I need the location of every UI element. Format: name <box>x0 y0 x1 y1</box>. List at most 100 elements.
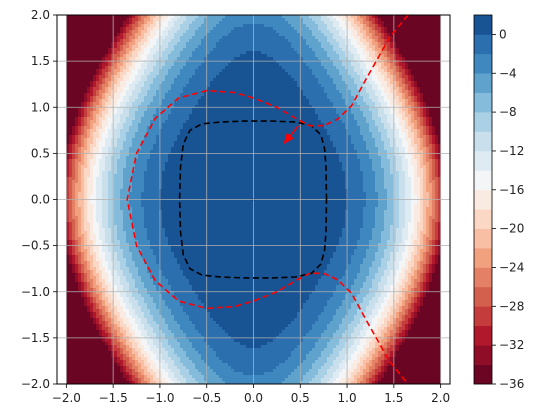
contour-cell <box>114 90 118 94</box>
contour-cell <box>150 144 154 148</box>
contour-cell <box>174 90 178 94</box>
contour-cell <box>84 81 88 85</box>
contour-cell <box>126 102 130 106</box>
contour-cell <box>153 135 157 139</box>
contour-cell <box>78 102 82 106</box>
contour-cell <box>162 186 166 190</box>
contour-cell <box>78 267 82 271</box>
contour-cell <box>165 153 169 157</box>
contour-cell <box>177 69 181 73</box>
contour-cell <box>171 234 175 238</box>
contour-cell <box>123 324 127 328</box>
contour-cell <box>141 207 145 211</box>
contour-cell <box>108 147 112 151</box>
contour-cell <box>75 60 79 64</box>
contour-cell <box>75 306 79 310</box>
contour-cell <box>156 183 160 187</box>
contour-cell <box>66 75 70 79</box>
contour-cell <box>99 264 103 268</box>
contour-cell <box>111 180 115 184</box>
contour-cell <box>162 258 166 262</box>
contour-cell <box>135 378 139 382</box>
contour-cell <box>69 48 73 52</box>
contour-cell <box>174 348 178 352</box>
contour-cell <box>84 69 88 73</box>
contour-cell <box>90 204 94 208</box>
contour-cell <box>90 147 94 151</box>
contour-cell <box>93 354 97 358</box>
contour-cell <box>165 57 169 61</box>
contour-cell <box>150 141 154 145</box>
contour-cell <box>111 243 115 247</box>
contour-cell <box>75 234 79 238</box>
contour-cell <box>150 237 154 241</box>
contour-cell <box>63 33 67 37</box>
contour-cell <box>159 378 163 382</box>
contour-cell <box>99 228 103 232</box>
contour-cell <box>66 144 70 148</box>
contour-cell <box>120 345 124 349</box>
contour-cell <box>84 201 88 205</box>
contour-cell <box>93 324 97 328</box>
contour-cell <box>156 93 160 97</box>
contour-cell <box>60 279 64 283</box>
contour-cell <box>150 219 154 223</box>
contour-cell <box>126 369 130 373</box>
contour-cell <box>123 177 127 181</box>
contour-cell <box>147 285 151 289</box>
contour-cell <box>90 192 94 196</box>
contour-cell <box>96 324 100 328</box>
contour-cell <box>93 351 97 355</box>
contour-cell <box>66 135 70 139</box>
contour-cell <box>78 120 82 124</box>
contour-cell <box>153 366 157 370</box>
contour-cell <box>120 315 124 319</box>
contour-cell <box>105 87 109 91</box>
contour-cell <box>72 342 76 346</box>
contour-cell <box>135 333 139 337</box>
contour-cell <box>87 147 91 151</box>
contour-cell <box>138 357 142 361</box>
contour-cell <box>165 189 169 193</box>
contour-cell <box>66 168 70 172</box>
contour-cell <box>153 102 157 106</box>
contour-cell <box>81 42 85 46</box>
contour-cell <box>162 36 166 40</box>
contour-cell <box>78 363 82 367</box>
contour-cell <box>90 255 94 259</box>
contour-cell <box>177 78 181 82</box>
contour-cell <box>138 276 142 280</box>
contour-cell <box>93 105 97 109</box>
contour-cell <box>93 255 97 259</box>
contour-cell <box>132 48 136 52</box>
contour-cell <box>150 102 154 106</box>
contour-cell <box>72 141 76 145</box>
contour-cell <box>156 45 160 49</box>
contour-cell <box>66 243 70 247</box>
contour-cell <box>102 48 106 52</box>
contour-cell <box>99 318 103 322</box>
contour-cell <box>171 33 175 37</box>
contour-cell <box>144 285 148 289</box>
contour-cell <box>81 18 85 22</box>
contour-cell <box>147 192 151 196</box>
contour-cell <box>108 153 112 157</box>
contour-cell <box>84 45 88 49</box>
contour-cell <box>105 270 109 274</box>
contour-cell <box>90 381 94 384</box>
contour-cell <box>120 255 124 259</box>
contour-cell <box>141 27 145 31</box>
contour-cell <box>150 330 154 334</box>
contour-cell <box>63 42 67 46</box>
contour-cell <box>156 231 160 235</box>
contour-cell <box>153 48 157 52</box>
contour-cell <box>111 261 115 265</box>
contour-cell <box>132 261 136 265</box>
contour-cell <box>114 72 118 76</box>
contour-cell <box>114 114 118 118</box>
contour-cell <box>90 246 94 250</box>
contour-cell <box>96 114 100 118</box>
contour-cell <box>66 162 70 166</box>
contour-cell <box>81 153 85 157</box>
contour-cell <box>81 228 85 232</box>
